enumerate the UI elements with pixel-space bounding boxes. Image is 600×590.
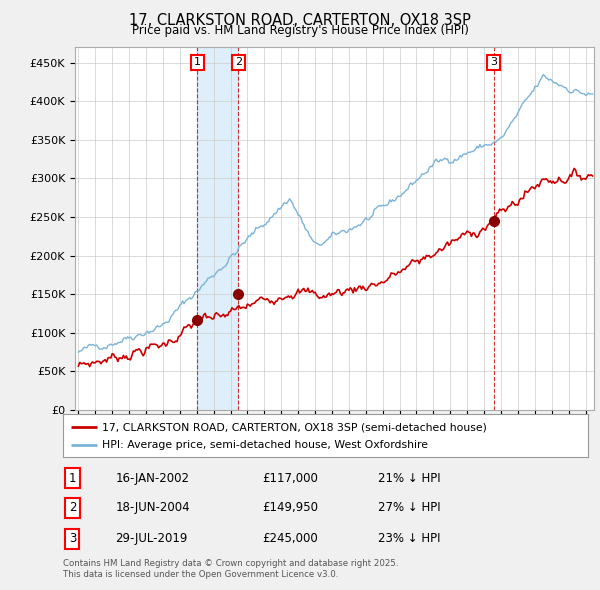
Bar	[197, 47, 238, 410]
Text: This data is licensed under the Open Government Licence v3.0.: This data is licensed under the Open Gov…	[63, 570, 338, 579]
Text: 27% ↓ HPI: 27% ↓ HPI	[378, 502, 440, 514]
Text: 18-JUN-2004: 18-JUN-2004	[115, 502, 190, 514]
Text: 17, CLARKSTON ROAD, CARTERTON, OX18 3SP: 17, CLARKSTON ROAD, CARTERTON, OX18 3SP	[129, 13, 471, 28]
Text: 2: 2	[235, 57, 242, 67]
Text: 3: 3	[490, 57, 497, 67]
Text: £117,000: £117,000	[263, 471, 319, 484]
Text: 21% ↓ HPI: 21% ↓ HPI	[378, 471, 440, 484]
Text: 3: 3	[69, 532, 76, 545]
Text: £149,950: £149,950	[263, 502, 319, 514]
Text: HPI: Average price, semi-detached house, West Oxfordshire: HPI: Average price, semi-detached house,…	[103, 440, 428, 450]
Text: Price paid vs. HM Land Registry's House Price Index (HPI): Price paid vs. HM Land Registry's House …	[131, 24, 469, 37]
Text: 23% ↓ HPI: 23% ↓ HPI	[378, 532, 440, 545]
Text: 1: 1	[69, 471, 76, 484]
Text: 1: 1	[194, 57, 201, 67]
Text: Contains HM Land Registry data © Crown copyright and database right 2025.: Contains HM Land Registry data © Crown c…	[63, 559, 398, 568]
Text: 2: 2	[69, 502, 76, 514]
Text: 29-JUL-2019: 29-JUL-2019	[115, 532, 188, 545]
Text: 16-JAN-2002: 16-JAN-2002	[115, 471, 190, 484]
Text: £245,000: £245,000	[263, 532, 318, 545]
Text: 17, CLARKSTON ROAD, CARTERTON, OX18 3SP (semi-detached house): 17, CLARKSTON ROAD, CARTERTON, OX18 3SP …	[103, 422, 487, 432]
